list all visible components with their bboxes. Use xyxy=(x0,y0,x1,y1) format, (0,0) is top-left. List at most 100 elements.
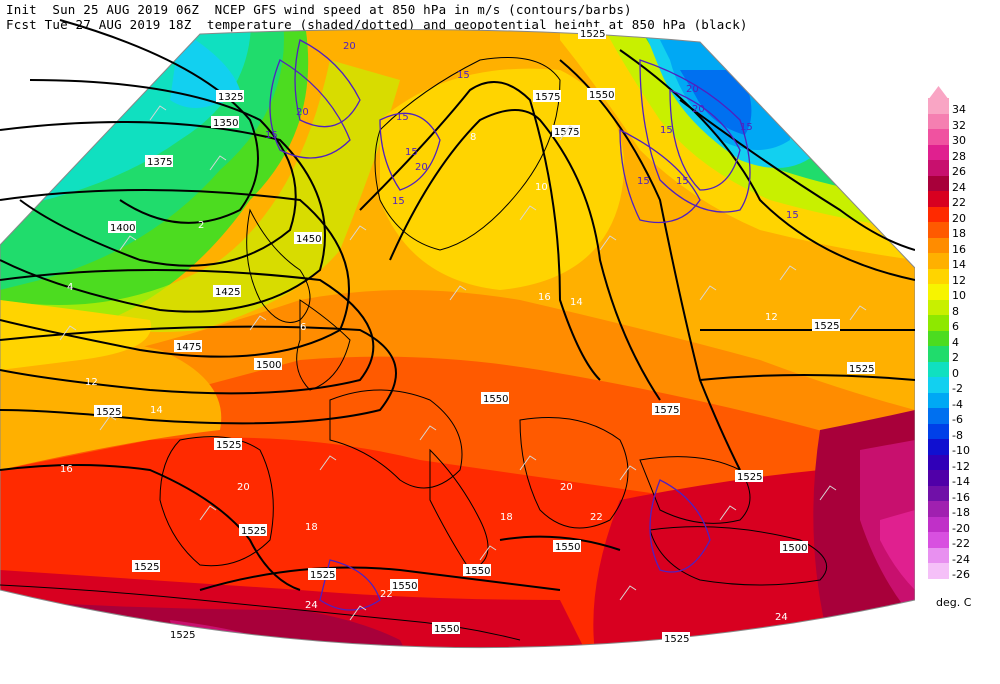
legend-entry: 8 xyxy=(928,299,1000,318)
svg-text:1550: 1550 xyxy=(434,624,459,635)
height-label: 1525 xyxy=(214,438,242,451)
legend-label: 18 xyxy=(952,227,966,240)
height-label: 1550 xyxy=(463,564,491,577)
svg-text:1375: 1375 xyxy=(147,157,172,168)
legend-entry: 30 xyxy=(928,129,1000,147)
weather-map[interactable]: 1525 1325 1350 1375 1400 1425 1450 1475 … xyxy=(0,0,916,680)
legend-label: 6 xyxy=(952,320,959,333)
temp-label: 6 xyxy=(300,322,306,333)
legend-entry: 10 xyxy=(928,284,1000,302)
height-label: 1525 xyxy=(94,405,122,418)
legend-label: 22 xyxy=(952,196,966,209)
legend-entry: 6 xyxy=(928,315,1000,333)
height-label: 1525 xyxy=(812,319,840,332)
legend-entry: 28 xyxy=(928,144,1000,163)
legend-entry: -24 xyxy=(928,547,1000,566)
legend-label: -2 xyxy=(952,382,963,395)
legend-label: -8 xyxy=(952,428,963,442)
legend-swatch xyxy=(928,237,949,253)
legend-swatch xyxy=(928,299,949,315)
temp-label: 2 xyxy=(198,220,204,231)
height-label: 1525 xyxy=(847,362,875,375)
svg-text:1525: 1525 xyxy=(580,29,605,40)
legend-label: -22 xyxy=(952,537,970,550)
legend-swatch xyxy=(928,98,949,114)
height-label: 1500 xyxy=(254,358,282,371)
legend-units: deg. C xyxy=(936,596,972,609)
legend-swatch xyxy=(928,268,949,284)
legend-label: -10 xyxy=(952,444,970,457)
temperature-legend: 34 32 30 28 26 24 22 20 18 16 14 12 10 8 6 4 2 0 -2 -4 -6 -8-… xyxy=(928,84,1000,614)
temp-label: 24 xyxy=(775,612,788,623)
wind-label: 20 xyxy=(692,104,705,115)
legend-label: 34 xyxy=(952,103,966,116)
temp-label: 26 xyxy=(265,644,278,655)
legend-label: 0 xyxy=(952,366,959,380)
legend-swatch xyxy=(928,361,949,377)
svg-text:1550: 1550 xyxy=(589,90,614,101)
legend-entry: 24 xyxy=(928,175,1000,194)
temp-label: 16 xyxy=(60,464,73,475)
legend-swatch xyxy=(928,175,949,191)
temp-label: 14 xyxy=(570,297,583,308)
legend-label: 28 xyxy=(952,149,966,163)
svg-text:1550: 1550 xyxy=(483,394,508,405)
svg-text:1350: 1350 xyxy=(213,118,238,129)
legend-label: 16 xyxy=(952,242,966,256)
legend-label: 8 xyxy=(952,304,959,318)
height-label: 1525 xyxy=(132,560,160,573)
wind-label: 15 xyxy=(392,196,405,207)
legend-entry: -16 xyxy=(928,485,1000,504)
svg-text:1475: 1475 xyxy=(176,342,201,353)
svg-text:1500: 1500 xyxy=(256,360,281,371)
svg-text:1425: 1425 xyxy=(215,287,240,298)
svg-text:1525: 1525 xyxy=(170,630,195,641)
svg-text:1325: 1325 xyxy=(218,92,243,103)
height-label: 1525 xyxy=(578,27,606,40)
legend-label: -4 xyxy=(952,397,963,411)
legend-entry: -10 xyxy=(928,439,1000,457)
legend-label: -20 xyxy=(952,521,970,535)
legend-swatch xyxy=(928,501,949,517)
height-label: 1450 xyxy=(294,232,322,245)
svg-text:1525: 1525 xyxy=(241,526,266,537)
legend-entry: 20 xyxy=(928,206,1000,225)
height-labels: 1525 1325 1350 1375 1400 1425 1450 1475 … xyxy=(94,27,875,645)
legend-entry: -20 xyxy=(928,516,1000,535)
temp-label: 8 xyxy=(470,132,476,143)
coastlines xyxy=(0,57,828,641)
height-label: 1400 xyxy=(108,221,136,234)
svg-text:1500: 1500 xyxy=(782,543,807,554)
legend-entry: 4 xyxy=(928,330,1000,349)
height-label: 1550 xyxy=(390,579,418,592)
legend-label: -26 xyxy=(952,568,970,581)
legend-entry: 0 xyxy=(928,361,1000,380)
height-label: 1475 xyxy=(174,340,202,353)
temp-label: 12 xyxy=(765,312,778,323)
temp-label: 14 xyxy=(150,405,163,416)
wind-labels: 20 15 20 15 15 15 20 15 20 15 15 15 20 1… xyxy=(265,41,799,221)
legend-swatch xyxy=(928,377,949,393)
svg-text:1575: 1575 xyxy=(654,405,679,416)
legend-swatch xyxy=(928,470,949,486)
temp-label: 16 xyxy=(538,292,551,303)
legend-swatch xyxy=(928,485,949,501)
temp-label: 18 xyxy=(305,522,318,533)
svg-text:1525: 1525 xyxy=(849,364,874,375)
height-label: 1550 xyxy=(553,540,581,553)
height-label: 1550 xyxy=(587,88,615,101)
wind-label: 15 xyxy=(405,147,418,158)
legend-swatch xyxy=(928,330,949,346)
legend-label: 26 xyxy=(952,165,966,178)
height-label: 1525 xyxy=(662,632,690,645)
legend-swatch xyxy=(928,346,949,362)
legend-label: -6 xyxy=(952,413,963,426)
wind-barbs xyxy=(59,105,867,621)
legend-entry: 22 xyxy=(928,191,1000,209)
legend-entry: 32 xyxy=(928,113,1000,132)
legend-swatch xyxy=(928,191,949,207)
height-label: 1500 xyxy=(780,541,808,554)
legend-label: -16 xyxy=(952,490,970,504)
legend-swatch xyxy=(928,532,949,548)
height-label: 1325 xyxy=(216,90,244,103)
